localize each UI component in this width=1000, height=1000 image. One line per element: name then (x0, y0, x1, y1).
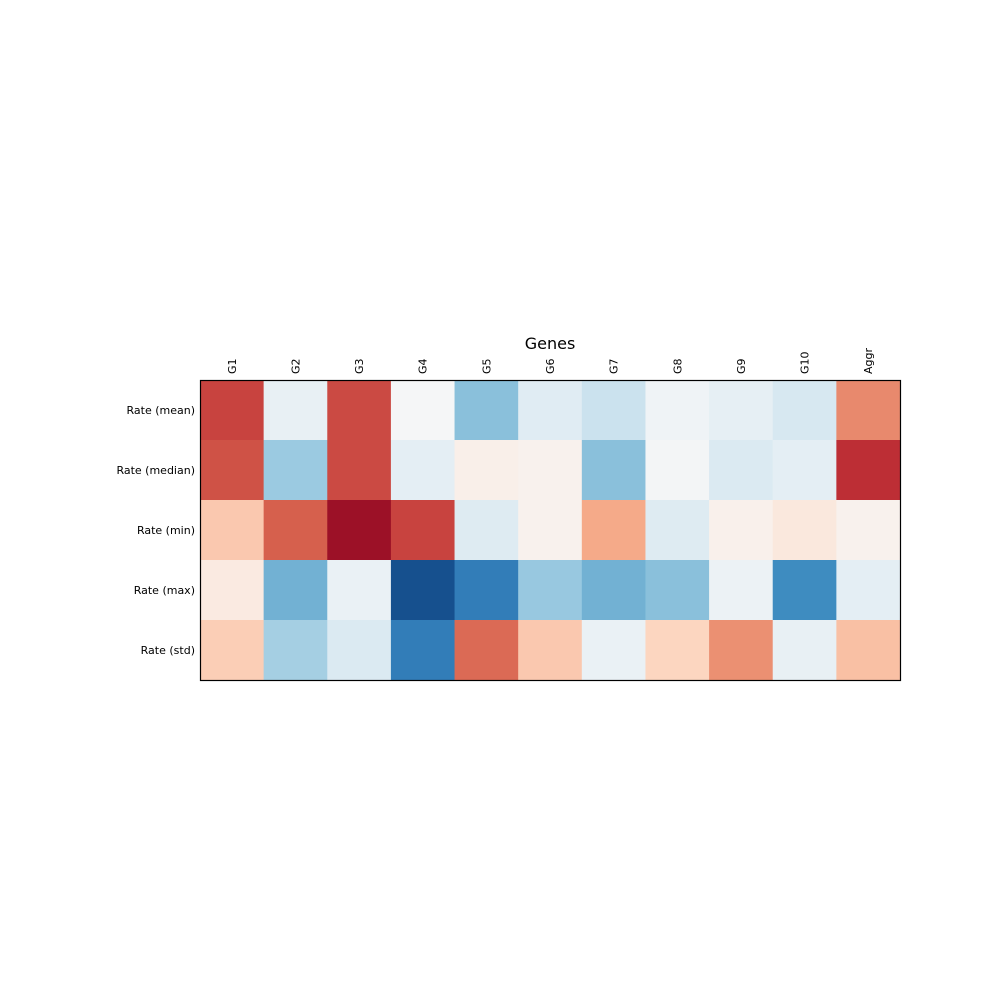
heatmap-cell (709, 620, 774, 681)
heatmap-cell (772, 560, 837, 621)
heatmap-cell (454, 380, 519, 441)
x-tick-label: G3 (353, 358, 366, 374)
heatmap-cell (263, 620, 328, 681)
heatmap-cell (327, 620, 392, 681)
heatmap-cell (772, 380, 837, 441)
heatmap-cell (200, 500, 265, 561)
heatmap-cell (772, 500, 837, 561)
x-tick-label: G4 (417, 358, 430, 374)
x-tick-label: G1 (226, 358, 239, 374)
heatmap-cell (263, 500, 328, 561)
x-tick-label: G5 (480, 358, 493, 374)
x-tick-label: G8 (671, 358, 684, 374)
heatmap-cell (390, 560, 456, 621)
heatmap-cell (263, 380, 328, 441)
heatmap-cell (772, 440, 837, 501)
x-tick-label: G9 (735, 358, 748, 374)
heatmap-cell (836, 440, 901, 501)
x-tick-label: G6 (544, 358, 557, 374)
heatmap-cell (709, 500, 774, 561)
heatmap-cell (390, 380, 456, 441)
heatmap-cells (200, 380, 901, 681)
heatmap-cell (454, 440, 519, 501)
plot-frame (199, 379, 902, 682)
heatmap-cell (645, 560, 710, 621)
heatmap-cell (327, 440, 392, 501)
heatmap-cell (645, 380, 710, 441)
x-tick-label: Aggr (862, 348, 875, 374)
heatmap-cell (836, 560, 901, 621)
x-tick-label: G10 (799, 351, 812, 374)
heatmap-cell (518, 620, 583, 681)
heatmap-cell (645, 500, 710, 561)
x-tick-label: G2 (289, 358, 302, 374)
heatmap-cell (454, 560, 519, 621)
heatmap-cell (390, 500, 456, 561)
heatmap-cell (709, 440, 774, 501)
heatmap-cell (518, 560, 583, 621)
heatmap-cell (200, 560, 265, 621)
y-tick-label: Rate (std) (141, 644, 195, 657)
x-tick-labels: G1 G2 G3 G4 G5 G6 G7 G8 G9 G10 Aggr (226, 348, 875, 374)
y-tick-label: Rate (min) (137, 524, 195, 537)
chart-title: Genes (525, 334, 576, 353)
heatmap-cell (327, 380, 392, 441)
heatmap-cell (454, 500, 519, 561)
heatmap-cell (263, 560, 328, 621)
y-tick-label: Rate (median) (116, 464, 195, 477)
heatmap-cell (390, 440, 456, 501)
heatmap-cell (709, 560, 774, 621)
heatmap-cell (645, 440, 710, 501)
heatmap-cell (581, 560, 646, 621)
heatmap-cell (518, 500, 583, 561)
heatmap-cell (327, 500, 392, 561)
heatmap-cell (645, 620, 710, 681)
heatmap-cell (836, 500, 901, 561)
heatmap-cell (454, 620, 519, 681)
heatmap-cell (200, 620, 265, 681)
heatmap-cell (327, 560, 392, 621)
heatmap-cell (836, 380, 901, 441)
heatmap-cell (200, 440, 265, 501)
heatmap-cell (836, 620, 901, 681)
heatmap-cell (390, 620, 456, 681)
heatmap-cell (518, 440, 583, 501)
heatmap-cell (518, 380, 583, 441)
x-tick-label: G7 (608, 358, 621, 374)
heatmap-cell (709, 380, 774, 441)
heatmap-cell (200, 380, 265, 441)
heatmap-cell (581, 620, 646, 681)
y-tick-label: Rate (mean) (127, 404, 196, 417)
heatmap-cell (772, 620, 837, 681)
heatmap-cell (581, 440, 646, 501)
y-tick-label: Rate (max) (134, 584, 195, 597)
heatmap-cell (581, 380, 646, 441)
heatmap-cell (581, 500, 646, 561)
y-tick-labels: Rate (mean) Rate (median) Rate (min) Rate (… (116, 404, 195, 657)
heatmap-cell (263, 440, 328, 501)
